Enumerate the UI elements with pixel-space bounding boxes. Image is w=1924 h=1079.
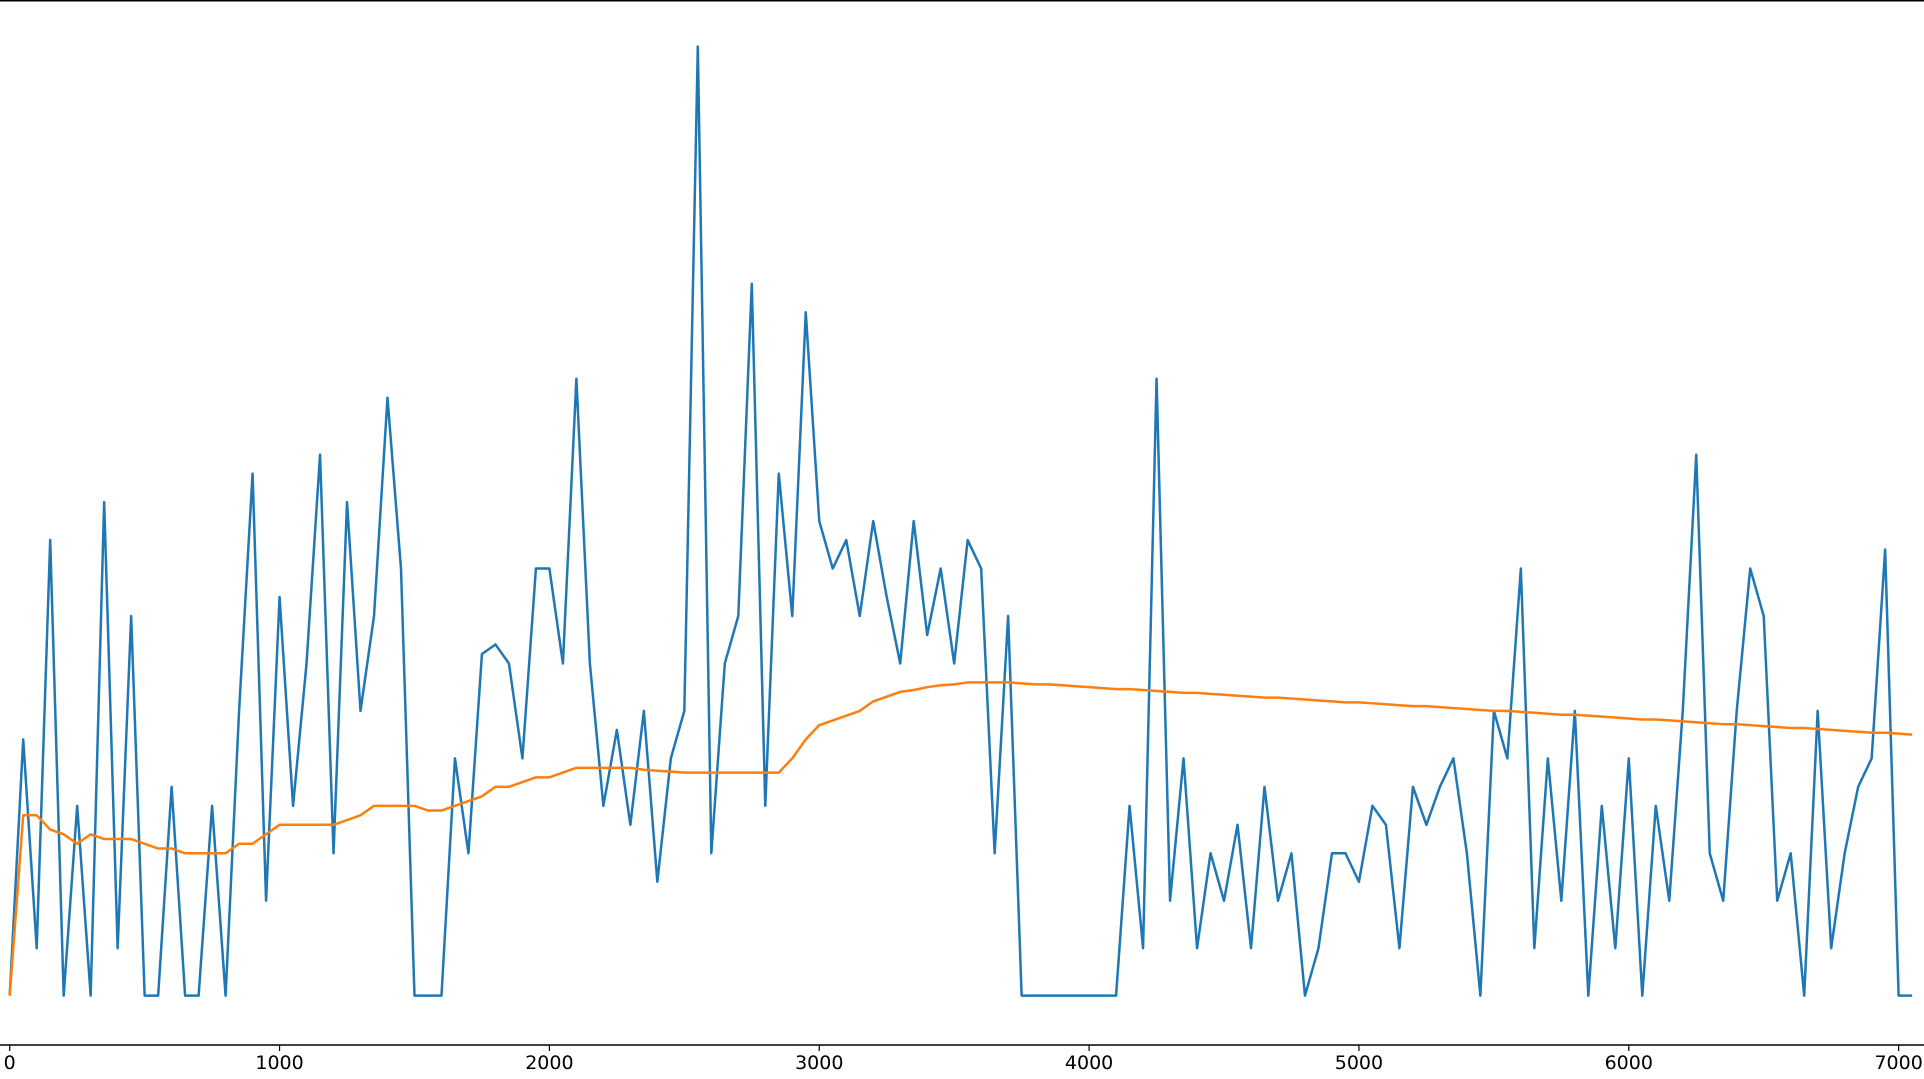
- x-tick-label: 7000: [1874, 1052, 1922, 1074]
- x-tick-label: 5000: [1335, 1052, 1383, 1074]
- x-tick-label: 6000: [1605, 1052, 1653, 1074]
- x-tick-label: 4000: [1065, 1052, 1113, 1074]
- x-tick-label: 1000: [255, 1052, 303, 1074]
- x-tick-label: 2000: [525, 1052, 573, 1074]
- x-tick-label: 3000: [795, 1052, 843, 1074]
- series-line: [8, 45, 1913, 997]
- x-tick-label: 0: [4, 1052, 16, 1074]
- series-line: [8, 681, 1913, 996]
